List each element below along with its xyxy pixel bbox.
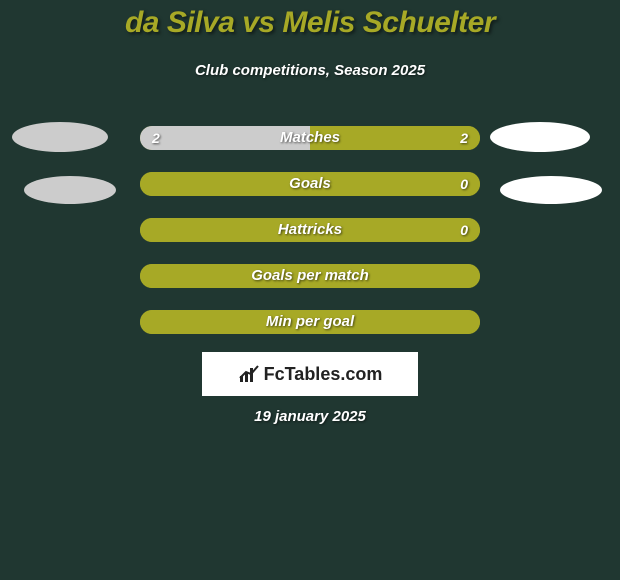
subtitle: Club competitions, Season 2025 xyxy=(0,62,620,79)
bar-fill-left xyxy=(140,264,480,288)
stat-bar: Matches22 xyxy=(140,126,480,150)
player-left-avatar-2 xyxy=(24,176,116,204)
logo: FcTables.com xyxy=(238,364,383,385)
page-title: da Silva vs Melis Schuelter xyxy=(0,6,620,40)
bar-fill-left xyxy=(140,218,480,242)
logo-text: FcTables.com xyxy=(264,364,383,385)
bar-fill-right xyxy=(310,126,480,150)
chart-icon xyxy=(238,364,262,384)
player-right-avatar-2 xyxy=(500,176,602,204)
player-left-avatar xyxy=(12,122,108,152)
stat-bar: Goals per match xyxy=(140,264,480,288)
stat-bar: Goals0 xyxy=(140,172,480,196)
date: 19 january 2025 xyxy=(0,408,620,425)
bar-fill-left xyxy=(140,172,480,196)
player-right-avatar xyxy=(490,122,590,152)
logo-box: FcTables.com xyxy=(202,352,418,396)
stat-bar: Hattricks0 xyxy=(140,218,480,242)
bar-fill-left xyxy=(140,126,310,150)
comparison-infographic: da Silva vs Melis Schuelter Club competi… xyxy=(0,0,620,580)
stat-bar: Min per goal xyxy=(140,310,480,334)
bar-fill-left xyxy=(140,310,480,334)
